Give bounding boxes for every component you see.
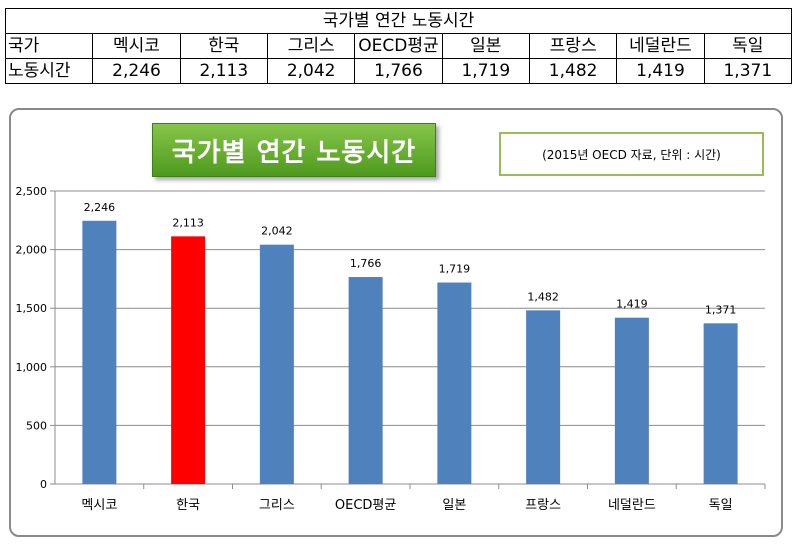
country-cell: 프랑스 (528, 33, 618, 59)
country-cell: 네덜란드 (616, 33, 705, 59)
y-tick-label: 1,500 (16, 302, 48, 315)
country-cell: 독일 (703, 33, 793, 59)
bar (614, 317, 649, 484)
value-cell: 2,246 (92, 58, 181, 84)
data-label: 1,482 (527, 290, 559, 303)
bar (259, 244, 294, 484)
bar (703, 323, 738, 484)
data-label: 2,113 (172, 216, 204, 229)
chart-panel (9, 108, 783, 537)
x-tick-label: 한국 (176, 498, 200, 513)
bar (437, 282, 472, 484)
country-cell: 한국 (179, 33, 268, 59)
data-label: 1,766 (350, 257, 382, 270)
bar (348, 277, 383, 484)
table-title: 국가별 연간 노동시간 (5, 8, 792, 34)
x-tick-label: 네덜란드 (608, 498, 656, 513)
data-label: 1,719 (439, 263, 471, 276)
source-note: (2015년 OECD 자료, 단위 : 시간) (499, 132, 764, 176)
value-cell: 1,482 (528, 58, 618, 84)
table-header-row: 국가 멕시코 한국 그리스 OECD평균 일본 프랑스 네덜란드 독일 (4, 33, 793, 59)
bar (82, 220, 117, 484)
y-tick-label: 2,500 (16, 185, 48, 198)
data-label: 1,419 (616, 298, 648, 311)
value-cell: 1,419 (616, 58, 705, 84)
x-tick-label: 일본 (442, 498, 466, 513)
data-label: 2,246 (84, 201, 116, 214)
value-cell: 1,371 (703, 58, 793, 84)
y-tick-label: 2,000 (16, 244, 48, 257)
y-tick-label: 1,000 (16, 361, 48, 374)
x-tick-label: OECD평균 (335, 498, 396, 513)
table-value-row: 노동시간 2,246 2,113 2,042 1,766 1,719 1,482… (4, 58, 793, 84)
x-tick-label: 멕시코 (81, 498, 117, 513)
value-cell: 2,042 (266, 58, 356, 84)
bar (171, 236, 206, 484)
value-cell: 2,113 (179, 58, 268, 84)
y-tick-label: 0 (40, 478, 47, 491)
bar (526, 310, 561, 484)
country-cell: 일본 (441, 33, 530, 59)
y-tick-label: 500 (26, 419, 47, 432)
value-cell: 1,766 (354, 58, 443, 84)
x-tick-label: 프랑스 (525, 498, 561, 513)
table-title-row: 국가별 연간 노동시간 (5, 8, 792, 34)
x-tick-label: 그리스 (259, 498, 295, 513)
header-label-cell: 국가 (4, 33, 94, 59)
value-cell: 1,719 (441, 58, 530, 84)
chart-title: 국가별 연간 노동시간 (152, 123, 436, 177)
x-tick-label: 독일 (709, 498, 733, 513)
row-label-cell: 노동시간 (4, 58, 94, 84)
labor-hours-table: 국가별 연간 노동시간 국가 멕시코 한국 그리스 OECD평균 일본 프랑스 … (4, 8, 793, 84)
data-label: 1,371 (705, 303, 737, 316)
data-label: 2,042 (261, 225, 293, 238)
